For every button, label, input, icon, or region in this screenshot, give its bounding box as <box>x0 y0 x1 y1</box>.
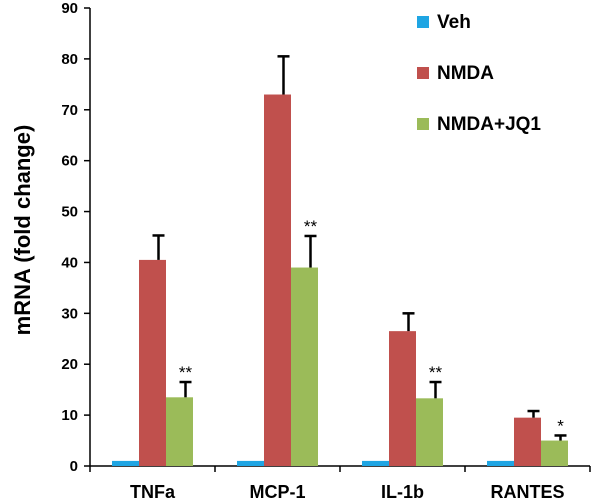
y-tick-label: 90 <box>61 0 78 17</box>
y-tick-label: 40 <box>61 254 78 271</box>
bar-nmda-rantes <box>514 417 541 466</box>
bar-nmda-jq1-tnfa <box>166 397 193 466</box>
y-tick-label: 60 <box>61 153 78 170</box>
category-labels: TNFa MCP-1 IL-1b RANTES <box>130 482 565 502</box>
legend-label: NMDA+JQ1 <box>437 114 541 135</box>
bar-nmda-jq1-il-1b <box>416 398 443 466</box>
y-tick-label: 70 <box>61 102 78 119</box>
legend-swatch <box>417 67 429 79</box>
significance-marker: ** <box>304 217 318 236</box>
x-tick-label: MCP-1 <box>249 482 305 502</box>
y-tick-label: 50 <box>61 204 78 221</box>
axes: 0 10 20 30 40 50 60 70 80 90 <box>61 0 591 475</box>
bar-veh-mcp-1 <box>237 460 264 466</box>
significance-marker: ** <box>429 363 443 382</box>
y-tick-label: 80 <box>61 51 78 68</box>
x-tick-label: TNFa <box>130 482 176 502</box>
bars <box>112 94 568 466</box>
error-bars <box>152 55 567 441</box>
significance-marker: * <box>557 416 564 435</box>
y-tick-label: 30 <box>61 305 78 322</box>
legend-swatch <box>417 16 429 28</box>
bar-nmda-mcp-1 <box>264 94 291 466</box>
bar-nmda-jq1-mcp-1 <box>291 267 318 466</box>
y-tick-label: 20 <box>61 356 78 373</box>
significance-annotations: ******* <box>179 217 564 435</box>
bar-veh-rantes <box>487 460 514 466</box>
x-tick-label: RANTES <box>490 482 564 502</box>
y-axis-label: mRNA (fold change) <box>10 125 35 336</box>
y-tick-label: 0 <box>70 458 78 475</box>
legend-label: NMDA <box>437 63 494 84</box>
legend-label: Veh <box>437 12 471 33</box>
legend: Veh NMDA NMDA+JQ1 <box>417 12 541 135</box>
bar-nmda-il-1b <box>389 331 416 466</box>
x-tick-label: IL-1b <box>381 482 424 502</box>
bar-nmda-tnfa <box>139 259 166 466</box>
significance-marker: ** <box>179 363 193 382</box>
y-tick-label: 10 <box>61 407 78 424</box>
legend-swatch <box>417 118 429 130</box>
bar-veh-tnfa <box>112 460 139 466</box>
bar-nmda-jq1-rantes <box>541 440 568 466</box>
bar-veh-il-1b <box>362 460 389 466</box>
